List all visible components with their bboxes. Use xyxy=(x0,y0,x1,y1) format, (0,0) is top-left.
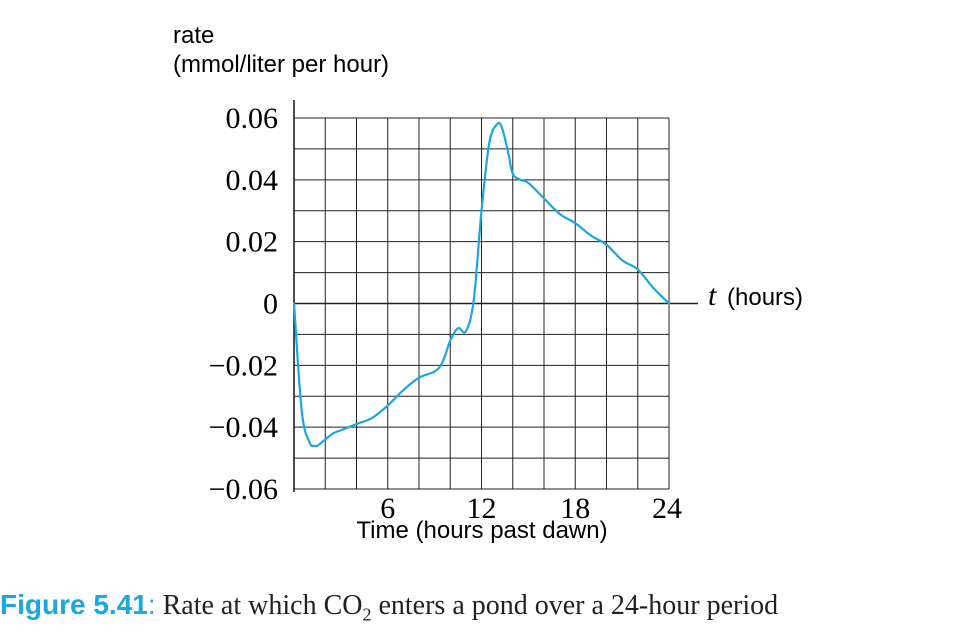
y-tick-label: 0.04 xyxy=(226,164,279,197)
labels: rate (mmol/liter per hour) Time (hours p… xyxy=(173,22,803,544)
x-tick-label: 6 xyxy=(380,492,395,525)
y-tick-label: −0.06 xyxy=(209,473,278,506)
figure-label: Figure 5.41 xyxy=(0,589,148,620)
y-tick-labels: 0.06 0.04 0.02 0 −0.02 −0.04 −0.06 xyxy=(209,102,278,506)
y-tick-label: 0.02 xyxy=(226,226,279,259)
caption-text-before: Rate at which CO xyxy=(155,590,363,621)
t-axis-unit: (hours) xyxy=(727,284,803,311)
y-tick-label: −0.02 xyxy=(209,349,278,382)
series-group xyxy=(292,121,671,448)
x-tick-label: 18 xyxy=(560,492,590,525)
y-tick-label: 0 xyxy=(263,288,278,321)
caption-subscript: 2 xyxy=(362,604,372,625)
t-axis-variable: t xyxy=(708,279,717,312)
y-tick-label: 0.06 xyxy=(226,102,279,135)
y-axis-label-line1: rate xyxy=(173,22,214,49)
caption-text-after: enters a pond over a 24-hour period xyxy=(371,590,779,621)
axes xyxy=(293,100,698,492)
x-tick-label: 12 xyxy=(467,492,497,525)
x-tick-labels: 6 12 18 24 xyxy=(380,492,682,525)
y-axis-label-line2: (mmol/liter per hour) xyxy=(173,51,389,78)
y-tick-label: −0.04 xyxy=(209,411,278,444)
x-tick-label: 24 xyxy=(652,492,682,525)
figure-colon: : xyxy=(147,589,156,620)
x-axis-label: Time (hours past dawn) xyxy=(356,517,607,544)
figure-caption: Figure 5.41: Rate at which CO2 enters a … xyxy=(0,585,976,635)
series-line xyxy=(292,121,671,448)
